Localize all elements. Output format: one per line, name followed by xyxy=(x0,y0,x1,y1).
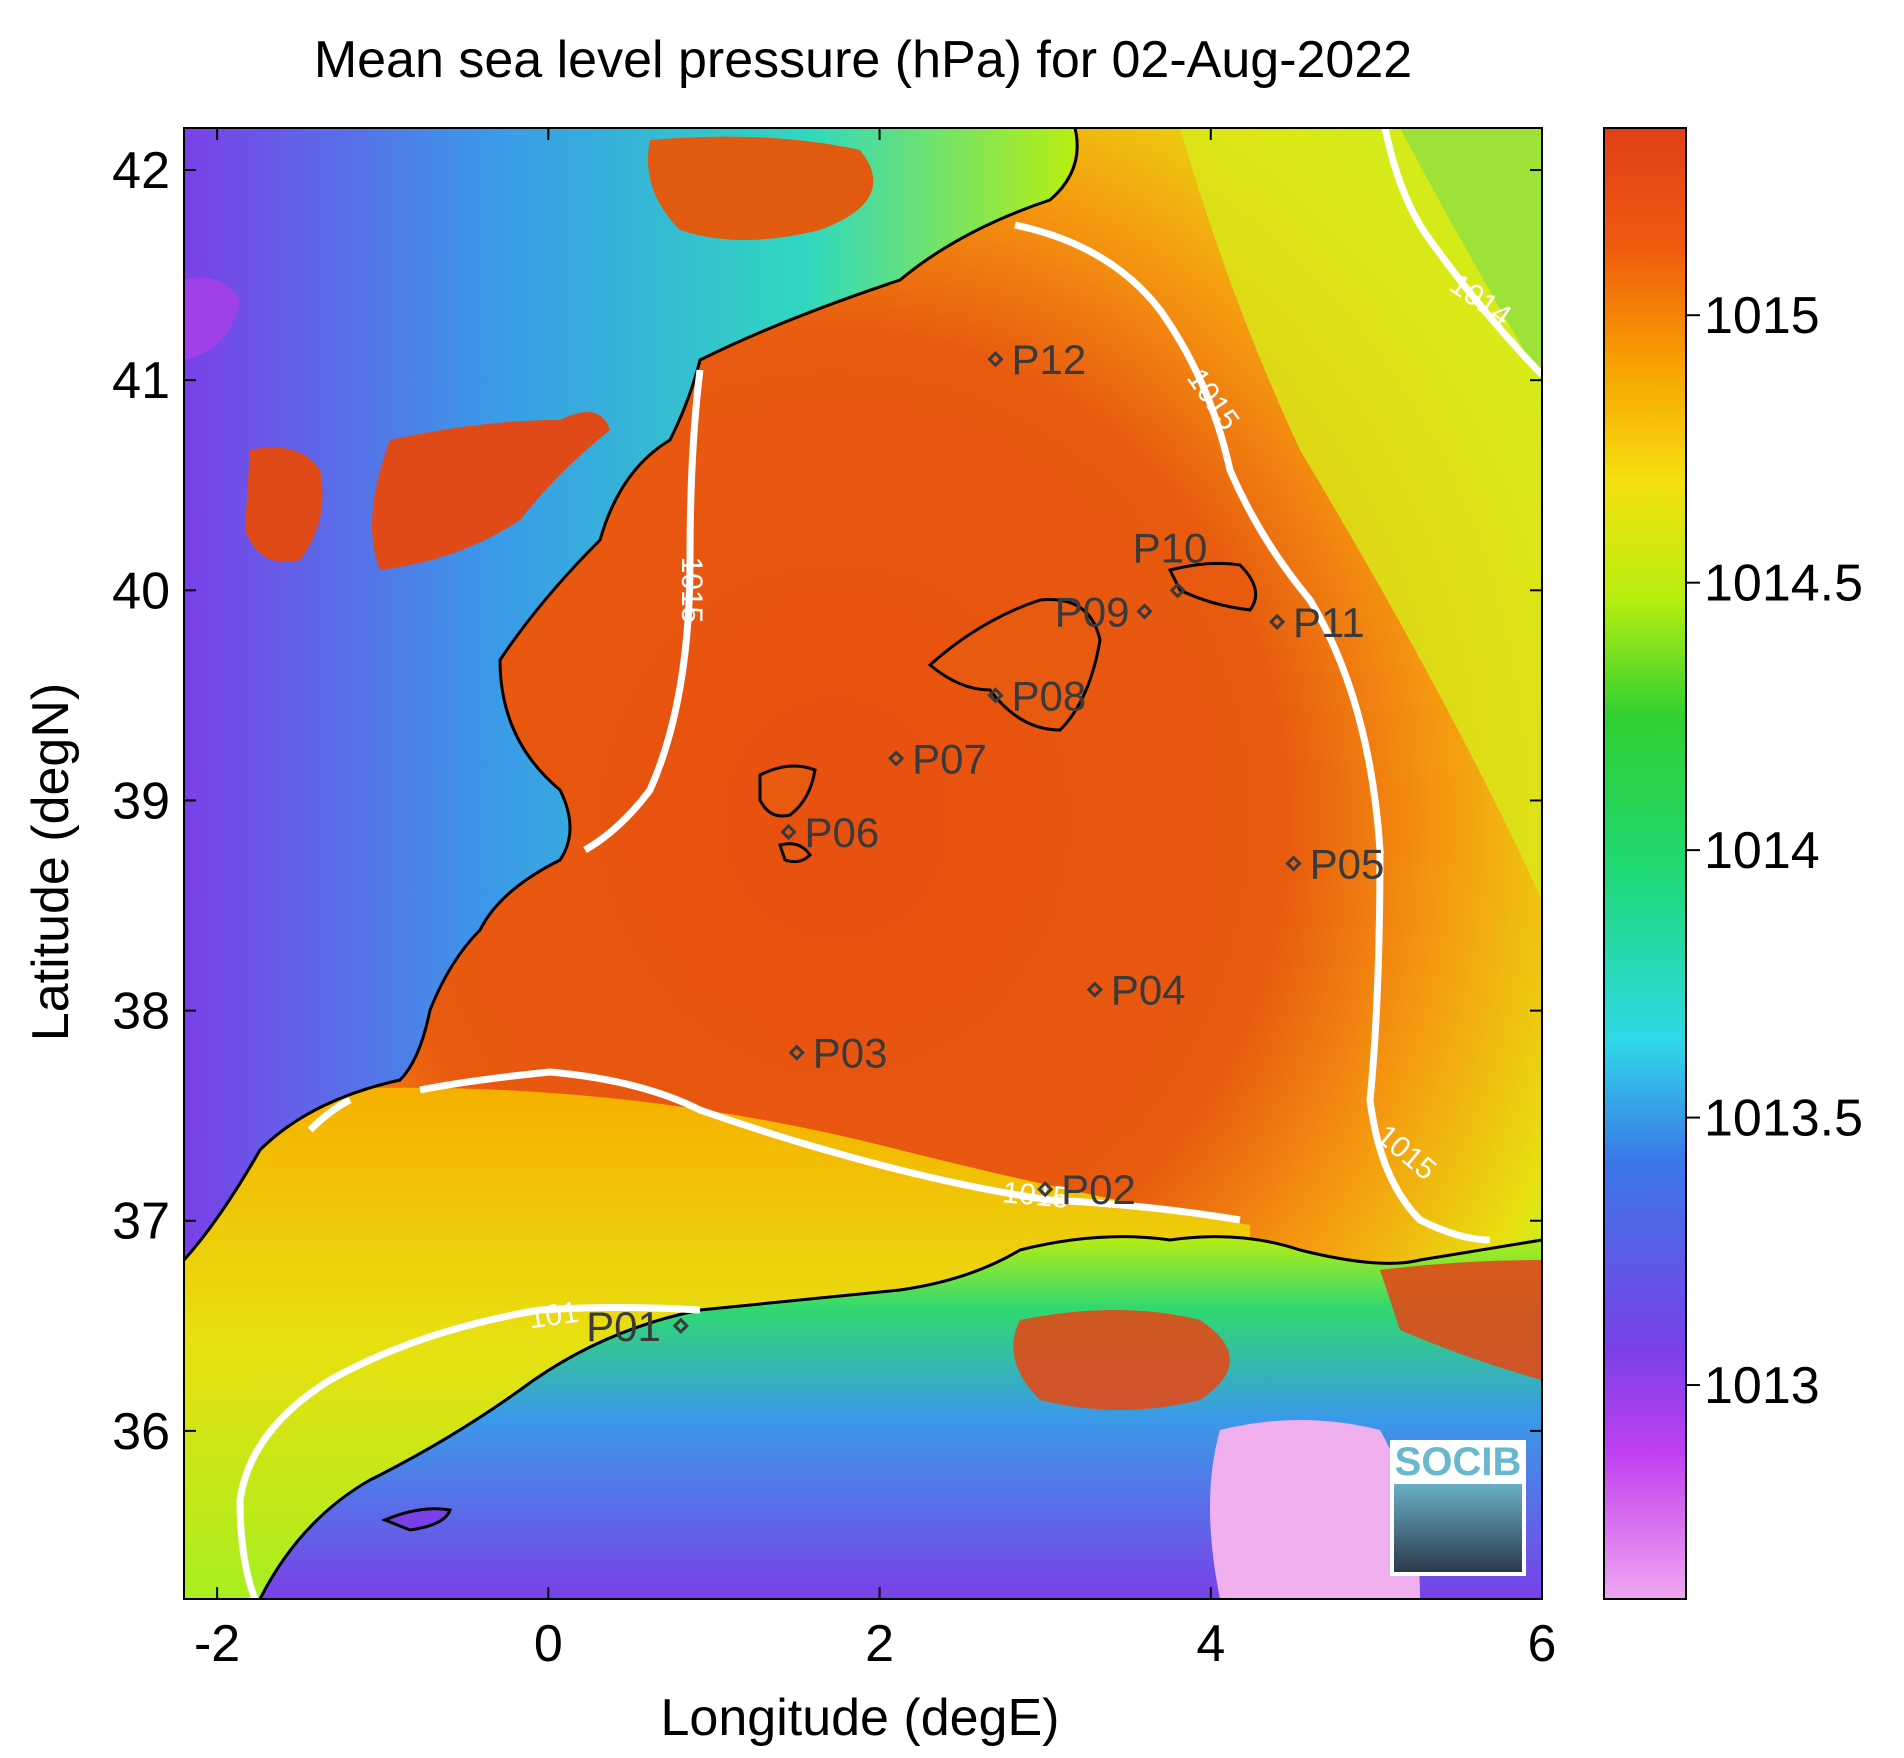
iberia-red-patch-3 xyxy=(648,136,874,240)
station-label: P11 xyxy=(1293,599,1365,646)
socib-logo: SOCIB xyxy=(1390,1440,1526,1576)
map-frame xyxy=(183,127,1543,1600)
station-marker xyxy=(1136,603,1153,620)
station-label: P06 xyxy=(804,809,879,856)
y-tick-label: 42 xyxy=(112,142,170,200)
alboran-island xyxy=(381,1507,452,1532)
y-axis-label: Latitude (degN) xyxy=(22,683,80,1041)
station-marker xyxy=(1268,613,1286,630)
contour-1015-west xyxy=(583,369,704,854)
contour-label: 1015 xyxy=(675,557,708,624)
x-tick-label: 4 xyxy=(1196,1615,1225,1673)
station-marker xyxy=(1037,1181,1054,1198)
menorca-island xyxy=(1167,561,1258,612)
station-label: P02 xyxy=(1061,1166,1136,1213)
colorbar-tick-label: 1015 xyxy=(1704,287,1820,345)
y-tick-label: 37 xyxy=(112,1193,170,1251)
x-tick-label: 6 xyxy=(1528,1615,1557,1673)
y-tick-label: 40 xyxy=(112,562,170,620)
iberia-coastline xyxy=(184,128,1079,1262)
x-axis-label: Longitude (degE) xyxy=(661,1689,1060,1747)
contour-1015-africa xyxy=(236,1304,701,1599)
colorbar: 1013 1013.5 1014 1014.5 1015 xyxy=(1603,127,1863,1600)
station-marker xyxy=(987,351,1004,368)
x-axis-ticks: -2 0 2 4 6 xyxy=(194,128,1556,1673)
station-marker xyxy=(1285,855,1302,872)
y-axis-ticks: 36 37 38 39 40 41 42 xyxy=(112,142,1542,1461)
x-tick-label: -2 xyxy=(194,1615,240,1673)
station-marker xyxy=(672,1317,689,1334)
colorbar-gradient xyxy=(1603,127,1687,1600)
station-label: P07 xyxy=(912,735,987,782)
colorbar-ticks: 1013 1013.5 1014 1014.5 1015 xyxy=(1686,287,1863,1415)
station-marker xyxy=(1169,582,1186,599)
iberia-red-patch-1 xyxy=(245,447,323,562)
socib-logo-text: SOCIB xyxy=(1395,1440,1522,1484)
y-tick-label: 39 xyxy=(112,772,170,830)
y-tick-label: 38 xyxy=(112,983,170,1041)
station-label: P09 xyxy=(1055,588,1130,635)
station-label: P03 xyxy=(813,1030,888,1077)
y-tick-label: 41 xyxy=(112,352,170,410)
chart-title: Mean sea level pressure (hPa) for 02-Aug… xyxy=(314,31,1412,89)
contour-label: 1015 xyxy=(1001,1176,1070,1215)
contour-1014-ne xyxy=(1381,128,1542,378)
iberia-purple-patch xyxy=(184,277,240,360)
y-tick-label: 36 xyxy=(112,1403,170,1461)
east-gradient-field xyxy=(1180,128,1542,900)
contour-1015-spain-sw xyxy=(307,1096,352,1133)
east-green-field xyxy=(1400,128,1542,380)
station-label: P05 xyxy=(1310,841,1385,888)
station-label: P04 xyxy=(1111,967,1186,1014)
colorbar-tick-label: 1014.5 xyxy=(1704,555,1863,613)
station-marker xyxy=(780,823,797,841)
colorbar-tick-label: 1014 xyxy=(1704,822,1820,880)
africa-pink-patch xyxy=(1210,1420,1420,1599)
station-marker xyxy=(1086,981,1103,998)
x-tick-label: 2 xyxy=(865,1615,894,1673)
contour-label: 101 xyxy=(527,1296,581,1336)
iberia-land xyxy=(184,128,1076,1260)
station-label: P12 xyxy=(1011,336,1086,383)
colorbar-tick-label: 1013.5 xyxy=(1704,1090,1863,1148)
iberia-red-patch-2 xyxy=(372,412,610,570)
station-label: P01 xyxy=(586,1303,661,1350)
x-tick-label: 0 xyxy=(534,1615,563,1673)
africa-red-patches xyxy=(1013,1260,1542,1410)
africa-coastline xyxy=(258,1235,1542,1599)
ibiza-island xyxy=(758,764,817,818)
station-marker xyxy=(987,687,1004,704)
colorbar-tick-label: 1013 xyxy=(1704,1357,1820,1415)
station-label: P10 xyxy=(1133,524,1208,571)
formentera-island xyxy=(778,842,812,864)
contour-1015-outer xyxy=(1014,221,1491,1244)
contour-1015-south xyxy=(419,1068,1241,1224)
mallorca-island xyxy=(927,598,1102,732)
station-marker xyxy=(788,1044,805,1061)
station-marker xyxy=(888,750,905,767)
station-label: P08 xyxy=(1011,672,1086,719)
